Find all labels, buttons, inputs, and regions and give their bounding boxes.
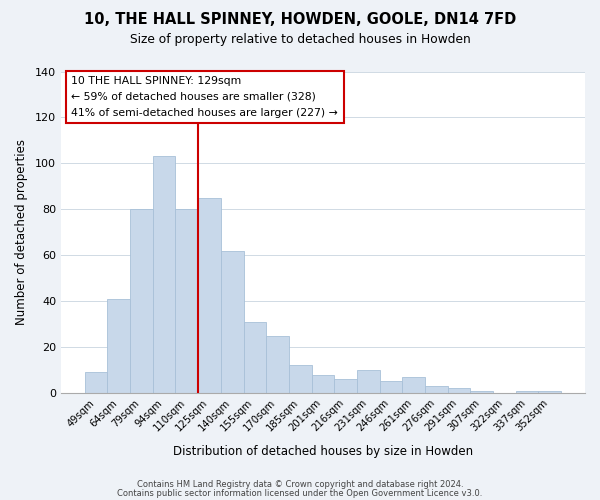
Bar xyxy=(425,386,448,393)
Bar xyxy=(357,370,380,393)
Text: Contains HM Land Registry data © Crown copyright and database right 2024.: Contains HM Land Registry data © Crown c… xyxy=(137,480,463,489)
Bar xyxy=(153,156,175,393)
Bar xyxy=(311,374,334,393)
Bar xyxy=(244,322,266,393)
Bar xyxy=(470,390,493,393)
Bar xyxy=(198,198,221,393)
Bar xyxy=(334,379,357,393)
Bar xyxy=(85,372,107,393)
Bar xyxy=(538,390,561,393)
Bar xyxy=(289,366,311,393)
Bar xyxy=(403,377,425,393)
Bar xyxy=(175,209,198,393)
Bar xyxy=(266,336,289,393)
Bar xyxy=(107,299,130,393)
Bar xyxy=(130,209,153,393)
Y-axis label: Number of detached properties: Number of detached properties xyxy=(15,139,28,325)
X-axis label: Distribution of detached houses by size in Howden: Distribution of detached houses by size … xyxy=(173,444,473,458)
Text: Size of property relative to detached houses in Howden: Size of property relative to detached ho… xyxy=(130,32,470,46)
Bar xyxy=(516,390,538,393)
Text: 10 THE HALL SPINNEY: 129sqm
← 59% of detached houses are smaller (328)
41% of se: 10 THE HALL SPINNEY: 129sqm ← 59% of det… xyxy=(71,76,338,118)
Bar xyxy=(448,388,470,393)
Text: 10, THE HALL SPINNEY, HOWDEN, GOOLE, DN14 7FD: 10, THE HALL SPINNEY, HOWDEN, GOOLE, DN1… xyxy=(84,12,516,28)
Bar xyxy=(380,382,403,393)
Bar xyxy=(221,250,244,393)
Text: Contains public sector information licensed under the Open Government Licence v3: Contains public sector information licen… xyxy=(118,489,482,498)
